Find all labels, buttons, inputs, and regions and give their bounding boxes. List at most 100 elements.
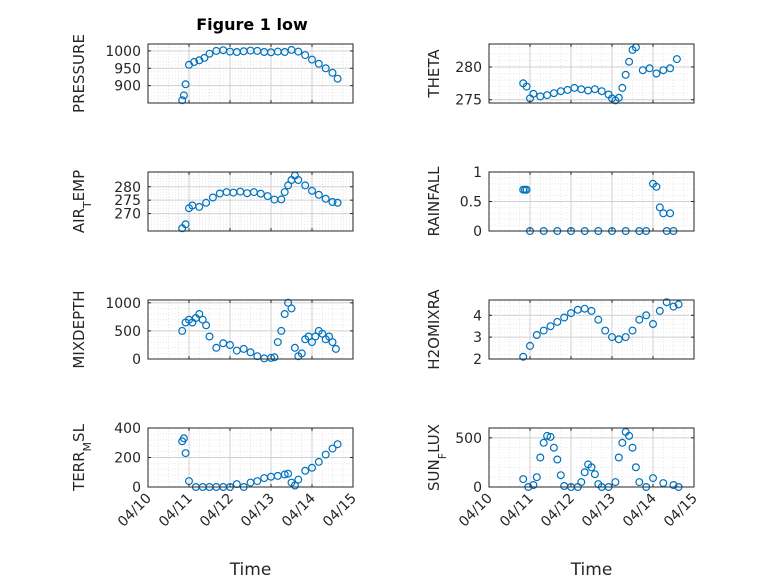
data-point	[655, 203, 664, 212]
data-point	[652, 182, 661, 191]
y-tick-label: 280	[114, 180, 141, 196]
data-point	[277, 195, 286, 204]
data-point	[246, 348, 255, 357]
data-point	[580, 468, 589, 477]
data-point	[333, 74, 342, 83]
data-point	[181, 220, 190, 229]
data-point	[314, 190, 323, 199]
x-axis-label: Time	[570, 560, 613, 580]
y-tick-label: 1	[473, 165, 482, 181]
data-point	[553, 317, 562, 326]
data-point	[587, 463, 596, 472]
data-point	[532, 473, 541, 482]
y-tick-label: 0	[473, 224, 482, 240]
data-point	[553, 455, 562, 464]
data-point	[631, 463, 640, 472]
data-point	[198, 315, 207, 324]
data-point	[314, 457, 323, 466]
data-point	[308, 55, 317, 64]
data-point	[543, 431, 552, 440]
data-point	[645, 64, 654, 73]
data-point	[226, 341, 235, 350]
data-point	[267, 353, 276, 362]
data-point	[311, 332, 320, 341]
axes-box	[147, 43, 354, 104]
y-tick-label: 2	[473, 352, 482, 368]
data-point	[178, 96, 187, 105]
data-point	[294, 176, 303, 185]
y-tick-label: 1000	[105, 44, 141, 60]
x-axis-label: Time	[229, 560, 272, 580]
data-point	[556, 471, 565, 480]
data-point	[325, 332, 334, 341]
data-point	[280, 310, 289, 319]
axes-box	[488, 299, 695, 360]
data-point	[256, 189, 265, 198]
data-point	[195, 202, 204, 211]
data-point	[519, 352, 528, 361]
data-point	[536, 453, 545, 462]
data-point	[294, 475, 303, 484]
data-point	[648, 320, 657, 329]
data-point	[301, 466, 310, 475]
data-point	[321, 450, 330, 459]
data-point	[519, 475, 528, 484]
y-tick-label: 500	[114, 324, 141, 340]
data-point	[669, 481, 678, 490]
data-point	[529, 89, 538, 98]
y-tick-label: 200	[114, 451, 141, 467]
data-point	[205, 49, 214, 58]
data-point	[280, 188, 289, 197]
data-point	[611, 478, 620, 487]
data-point	[179, 434, 188, 443]
data-point	[202, 198, 211, 207]
data-point	[328, 68, 337, 77]
data-point	[597, 87, 606, 96]
data-point	[284, 469, 293, 478]
data-point	[590, 85, 599, 94]
data-point	[560, 313, 569, 322]
y-tick-label: 4	[473, 308, 482, 324]
data-point	[662, 298, 671, 307]
y-tick-label: 0	[473, 480, 482, 496]
data-point	[566, 309, 575, 318]
data-point	[328, 444, 337, 453]
data-point	[666, 64, 675, 73]
data-point	[181, 80, 190, 89]
panel-mixdepth: 0 500 1000 MIXDEPTH	[70, 290, 354, 369]
data-point	[190, 57, 199, 66]
data-point	[318, 329, 327, 338]
data-point	[546, 322, 555, 331]
axes-box	[488, 427, 695, 488]
data-point	[333, 198, 342, 207]
plot-area	[148, 172, 353, 231]
data-point	[614, 93, 623, 102]
data-point	[195, 56, 204, 65]
data-point	[590, 470, 599, 479]
data-point	[253, 352, 262, 361]
data-point	[594, 315, 603, 324]
data-point	[301, 51, 310, 60]
data-point	[522, 185, 531, 194]
data-point	[284, 298, 293, 307]
data-point	[549, 89, 558, 98]
panel-theta: 275 280 THETA	[425, 43, 695, 109]
y-tick-label: 1000	[105, 296, 141, 312]
data-point	[314, 59, 323, 68]
y-tick-label: 3	[473, 330, 482, 346]
data-point	[195, 310, 204, 319]
data-point	[618, 438, 627, 447]
y-axis-label: SUNFLUX	[425, 424, 449, 491]
data-point	[308, 338, 317, 347]
y-tick-label: 0	[132, 480, 141, 496]
data-point	[253, 477, 262, 486]
y-axis-label: PRESSURE	[70, 34, 88, 113]
data-point	[200, 53, 209, 62]
data-point	[333, 440, 342, 449]
data-point	[652, 69, 661, 78]
data-point	[642, 311, 651, 320]
data-point	[179, 91, 188, 100]
data-point	[607, 333, 616, 342]
data-point	[178, 326, 187, 335]
